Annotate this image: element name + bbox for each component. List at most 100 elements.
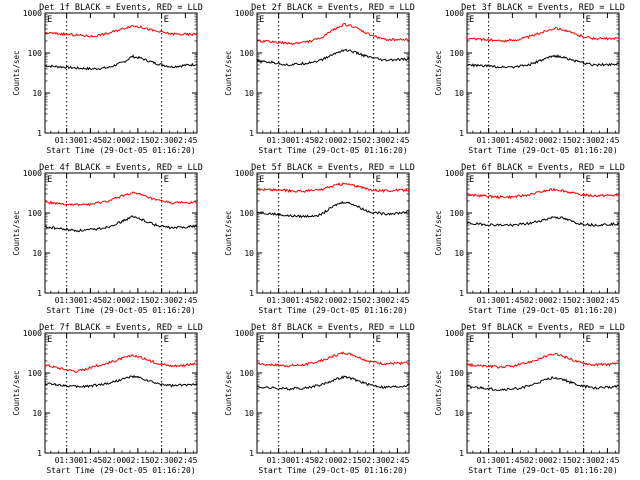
y-tick-label: 1: [459, 449, 464, 458]
chart-panel-9: Det 9f BLACK = Events, RED = LLD 1 10 100 10…: [434, 323, 625, 475]
x-tick-label: 02:15: [338, 136, 362, 145]
y-tick-label: 10: [32, 249, 42, 258]
x-tick-label: 02:15: [338, 296, 362, 305]
y-tick-label: 100: [450, 209, 465, 218]
x-tick-label: 02:00: [102, 296, 126, 305]
x-tick-label: 01:45: [78, 456, 102, 465]
x-axis-label: Start Time (29-Oct-05 01:16:20): [46, 466, 195, 475]
y-axis-label: Counts/sec: [434, 370, 443, 415]
x-tick-label: 02:15: [126, 296, 150, 305]
chart-panel-1: Det 1f BLACK = Events, RED = LLD 1 10 100 10…: [12, 3, 203, 155]
y-tick-label: 100: [240, 369, 255, 378]
plot-frame: [256, 332, 410, 454]
plot-frame: [256, 12, 410, 134]
plot-frame: [44, 12, 198, 134]
corner-label-left: E: [47, 175, 52, 185]
series-line-lld: [44, 24, 198, 38]
plot-frame: [466, 332, 620, 454]
y-tick-label: 1: [249, 129, 254, 138]
x-tick-label: 02:30: [150, 296, 174, 305]
x-axis-label: Start Time (29-Oct-05 01:16:20): [258, 306, 407, 315]
y-tick-label: 10: [244, 249, 254, 258]
x-axis-label: Start Time (29-Oct-05 01:16:20): [468, 146, 617, 155]
x-tick-label: 02:45: [595, 456, 619, 465]
series-line-events: [466, 215, 620, 227]
x-tick-label: 02:30: [150, 456, 174, 465]
y-axis-label: Counts/sec: [224, 370, 233, 415]
x-tick-label: 02:30: [362, 296, 386, 305]
series-line-events: [256, 48, 410, 67]
x-tick-label: 02:00: [102, 136, 126, 145]
chart-title: Det 6f BLACK = Events, RED = LLD: [461, 163, 625, 173]
x-tick-label: 02:45: [595, 136, 619, 145]
y-tick-label: 1: [459, 289, 464, 298]
x-tick-label: 01:30: [477, 296, 501, 305]
plot-frame: [466, 12, 620, 134]
series-line-lld: [466, 26, 620, 43]
corner-label-left: E: [47, 15, 52, 25]
x-tick-label: 02:00: [314, 136, 338, 145]
corner-label-right: E: [164, 15, 169, 25]
corner-label-right: E: [586, 335, 591, 345]
series-line-lld: [466, 187, 620, 200]
corner-label-right: E: [376, 335, 381, 345]
plot-frame: [44, 172, 198, 294]
y-axis-label: Counts/sec: [12, 50, 21, 95]
x-tick-label: 02:30: [362, 136, 386, 145]
x-axis-label: Start Time (29-Oct-05 01:16:20): [46, 306, 195, 315]
x-tick-label: 02:30: [572, 456, 596, 465]
y-axis-label: Counts/sec: [12, 210, 21, 255]
corner-label-left: E: [469, 335, 474, 345]
y-tick-label: 1000: [23, 329, 42, 338]
y-tick-label: 1000: [235, 9, 254, 18]
x-tick-label: 02:00: [314, 456, 338, 465]
chart-panel-8: Det 8f BLACK = Events, RED = LLD 1 10 100 10…: [224, 323, 415, 475]
x-tick-label: 02:15: [126, 456, 150, 465]
x-tick-label: 02:30: [572, 296, 596, 305]
x-tick-label: 01:30: [267, 136, 291, 145]
x-tick-label: 01:45: [500, 296, 524, 305]
corner-label-left: E: [259, 175, 264, 185]
chart-title: Det 4f BLACK = Events, RED = LLD: [39, 163, 203, 173]
y-tick-label: 10: [454, 249, 464, 258]
series-line-lld: [44, 191, 198, 207]
chart-title: Det 5f BLACK = Events, RED = LLD: [251, 163, 415, 173]
chart-title: Det 3f BLACK = Events, RED = LLD: [461, 3, 625, 13]
x-tick-label: 01:30: [55, 136, 79, 145]
series-line-lld: [256, 182, 410, 194]
chart-panel-6: Det 6f BLACK = Events, RED = LLD 1 10 100 10…: [434, 163, 625, 315]
y-axis-label: Counts/sec: [434, 50, 443, 95]
y-tick-label: 100: [28, 209, 43, 218]
y-tick-label: 1000: [235, 329, 254, 338]
plot-frame: [466, 172, 620, 294]
x-tick-label: 01:45: [500, 136, 524, 145]
corner-label-left: E: [469, 15, 474, 25]
y-axis-label: Counts/sec: [224, 50, 233, 95]
x-tick-label: 02:45: [173, 136, 197, 145]
corner-label-right: E: [586, 15, 591, 25]
x-tick-label: 02:30: [572, 136, 596, 145]
x-tick-label: 01:45: [500, 456, 524, 465]
y-axis-label: Counts/sec: [12, 370, 21, 415]
x-tick-label: 02:15: [548, 136, 572, 145]
x-tick-label: 02:00: [314, 296, 338, 305]
y-tick-label: 100: [28, 369, 43, 378]
series-line-lld: [256, 23, 410, 46]
y-tick-label: 100: [450, 369, 465, 378]
x-axis-label: Start Time (29-Oct-05 01:16:20): [468, 306, 617, 315]
y-axis-label: Counts/sec: [434, 210, 443, 255]
y-tick-label: 1: [37, 449, 42, 458]
y-tick-label: 1: [249, 289, 254, 298]
x-tick-label: 01:45: [290, 136, 314, 145]
x-axis-label: Start Time (29-Oct-05 01:16:20): [258, 466, 407, 475]
series-line-lld: [256, 351, 410, 368]
series-line-events: [44, 54, 198, 71]
y-tick-label: 10: [244, 409, 254, 418]
x-tick-label: 02:30: [150, 136, 174, 145]
x-tick-label: 02:45: [385, 456, 409, 465]
x-tick-label: 01:30: [55, 296, 79, 305]
series-line-events: [44, 215, 198, 233]
y-tick-label: 1000: [445, 9, 464, 18]
chart-panel-3: Det 3f BLACK = Events, RED = LLD 1 10 100 10…: [434, 3, 625, 155]
